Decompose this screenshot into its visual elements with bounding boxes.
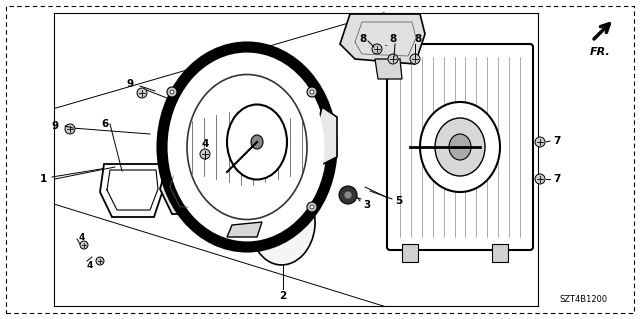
Ellipse shape xyxy=(65,124,75,134)
Ellipse shape xyxy=(310,90,314,94)
Text: 8: 8 xyxy=(360,34,367,44)
Ellipse shape xyxy=(170,55,324,240)
Ellipse shape xyxy=(251,183,315,265)
Ellipse shape xyxy=(227,105,287,180)
Polygon shape xyxy=(100,164,164,217)
Text: 8: 8 xyxy=(414,34,422,44)
Text: 4: 4 xyxy=(87,261,93,270)
Text: SZT4B1200: SZT4B1200 xyxy=(560,295,608,304)
Text: 1: 1 xyxy=(40,174,47,184)
Ellipse shape xyxy=(310,205,314,209)
Ellipse shape xyxy=(307,87,317,97)
Polygon shape xyxy=(340,14,425,64)
Bar xyxy=(492,244,508,262)
Ellipse shape xyxy=(162,47,332,247)
Polygon shape xyxy=(375,59,402,79)
Ellipse shape xyxy=(344,191,352,199)
Ellipse shape xyxy=(80,241,88,249)
Ellipse shape xyxy=(420,102,500,192)
Text: 6: 6 xyxy=(101,119,109,129)
Text: 4: 4 xyxy=(79,233,85,241)
Polygon shape xyxy=(160,154,238,214)
Text: 3: 3 xyxy=(363,200,371,210)
Ellipse shape xyxy=(200,149,210,159)
Ellipse shape xyxy=(449,134,471,160)
Ellipse shape xyxy=(388,54,398,64)
Ellipse shape xyxy=(535,174,545,184)
Text: 5: 5 xyxy=(395,196,403,206)
Ellipse shape xyxy=(167,87,177,97)
Bar xyxy=(402,244,418,262)
Text: 7: 7 xyxy=(553,136,561,146)
Ellipse shape xyxy=(307,202,317,212)
Ellipse shape xyxy=(137,88,147,98)
Text: 4: 4 xyxy=(202,139,209,149)
Text: 2: 2 xyxy=(280,291,287,301)
Ellipse shape xyxy=(96,257,104,265)
Text: 7: 7 xyxy=(553,174,561,184)
Ellipse shape xyxy=(170,90,174,94)
Ellipse shape xyxy=(372,44,382,54)
Ellipse shape xyxy=(435,118,485,176)
Text: ─: ─ xyxy=(384,44,387,48)
Ellipse shape xyxy=(339,186,357,204)
Polygon shape xyxy=(227,222,262,237)
FancyBboxPatch shape xyxy=(387,44,533,250)
Text: FR.: FR. xyxy=(590,47,611,57)
Text: 9: 9 xyxy=(51,121,59,131)
Ellipse shape xyxy=(410,54,420,64)
Ellipse shape xyxy=(535,137,545,147)
Ellipse shape xyxy=(251,135,263,149)
Text: 9: 9 xyxy=(127,79,134,89)
Polygon shape xyxy=(317,107,337,167)
Text: 8: 8 xyxy=(389,34,397,44)
